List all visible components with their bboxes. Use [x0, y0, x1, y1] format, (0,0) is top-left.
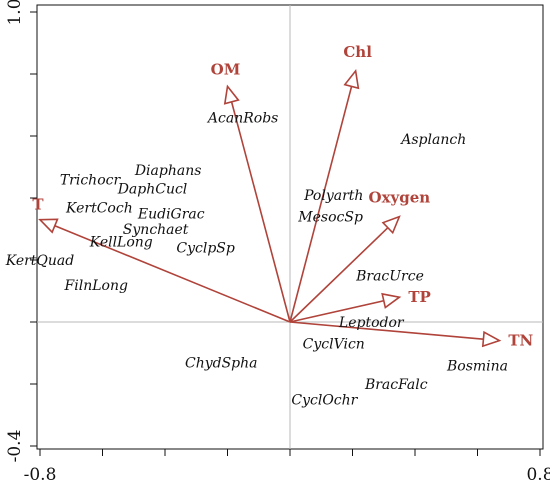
- species-label-chydspha: ChydSpha: [185, 355, 258, 371]
- species-label-daphcucl: DaphCucl: [117, 182, 188, 198]
- vector-head-oxygen: [381, 215, 401, 235]
- species-label-polyarth: Polyarth: [303, 188, 363, 204]
- species-label-cyclvicn: CyclVicn: [303, 337, 365, 353]
- species-label-bracurce: BracUrce: [355, 269, 424, 285]
- environmental-vectors: OM Chl T Oxygen TP TN: [32, 43, 533, 350]
- vector-line-t: [54, 225, 291, 323]
- vector-label-chl: Chl: [343, 43, 372, 61]
- vector-label-tp: TP: [408, 288, 430, 306]
- vector-line-chl: [289, 86, 353, 323]
- x-tick-label: 0.8: [526, 465, 550, 485]
- vector-label-om: OM: [211, 60, 241, 78]
- species-label-bosmina: Bosmina: [446, 358, 508, 374]
- species-label-kertquad: KertQuad: [5, 253, 75, 269]
- y-tick-label: -0.4: [5, 430, 25, 463]
- vector-line-tp: [289, 299, 384, 323]
- species-label-diaphans: Diaphans: [134, 163, 202, 179]
- vector-line-om: [230, 101, 291, 323]
- species-label-asplanch: Asplanch: [399, 132, 466, 148]
- species-label-trichocr: Trichocr: [60, 172, 122, 188]
- species-labels: AcanRobs Asplanch Diaphans TrichocrDaphCucl…: [5, 110, 508, 408]
- species-label-cyclochr: CyclOchr: [291, 393, 358, 409]
- species-label-kertcoch: KertCoch: [65, 200, 133, 216]
- vector-label-oxygen: Oxygen: [369, 189, 431, 207]
- species-label-synchaet: Synchaet: [123, 222, 189, 238]
- vector-head-tp: [381, 292, 402, 309]
- y-tick-label: 1.0: [5, 0, 25, 26]
- axes-layer: -0.8 0.8 1.0 -0.4: [5, 0, 550, 485]
- vector-line-oxygen: [289, 227, 389, 323]
- vector-label-t: T: [32, 196, 44, 214]
- species-label-cyclpsp: CyclpSp: [176, 241, 234, 257]
- vector-head-tn: [481, 330, 502, 348]
- vector-line-tn: [289, 321, 484, 340]
- vector-label-tn: TN: [508, 332, 533, 350]
- species-label-filnlong: FilnLong: [64, 278, 128, 294]
- vector-head-chl: [343, 68, 360, 90]
- species-label-kelllong: KellLong: [89, 234, 153, 250]
- x-tick-label: -0.8: [24, 465, 57, 485]
- species-label-mesocsp: MesocSp: [297, 210, 363, 226]
- species-label-acanrobs: AcanRobs: [206, 110, 278, 126]
- species-label-eudigrac: EudiGrac: [137, 207, 205, 223]
- species-label-leptodor: Leptodor: [338, 315, 405, 331]
- species-label-bracfalc: BracFalc: [364, 377, 428, 393]
- vector-head-t: [38, 218, 59, 234]
- vector-head-om: [223, 84, 240, 105]
